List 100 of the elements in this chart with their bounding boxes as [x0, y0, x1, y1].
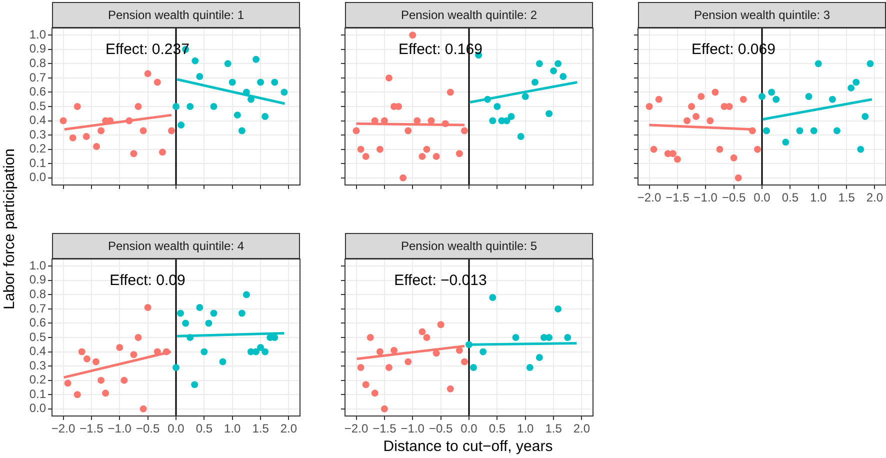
point — [385, 364, 392, 371]
point — [418, 152, 426, 160]
x-tick-label: −2.0 — [637, 190, 662, 205]
point — [517, 132, 524, 140]
point — [423, 334, 430, 341]
point — [494, 103, 501, 110]
point — [560, 73, 567, 80]
point — [262, 112, 269, 120]
point — [432, 350, 440, 357]
x-tick-label: 1.5 — [838, 190, 856, 205]
y-tick-label: 0.1 — [29, 386, 46, 401]
point — [130, 351, 138, 358]
x-tick-label: 2.0 — [573, 422, 590, 436]
x-tick-label: −1.5 — [666, 190, 690, 205]
point — [862, 112, 869, 120]
point — [200, 348, 208, 356]
point — [805, 93, 812, 100]
point — [857, 146, 864, 153]
x-tick-label: 0.0 — [754, 190, 771, 205]
point — [177, 310, 184, 317]
x-tick-label: 0.5 — [196, 422, 213, 436]
point — [172, 103, 180, 110]
y-tick-label: 0.8 — [29, 56, 46, 70]
y-tick-label: 0.2 — [29, 372, 46, 387]
point — [242, 291, 250, 298]
point — [833, 127, 840, 134]
y-tick-label: 0.8 — [29, 286, 46, 301]
point — [404, 358, 412, 366]
point — [271, 78, 278, 86]
x-axis-title: Distance to cut−off, years — [382, 438, 554, 457]
point — [763, 127, 770, 134]
y-tick-label: 0.3 — [29, 358, 46, 372]
point — [144, 70, 152, 78]
point — [390, 346, 398, 354]
point — [655, 96, 662, 103]
chart-title: Pension wealth quintile: 2 — [345, 2, 593, 28]
point — [78, 348, 86, 356]
point — [380, 405, 388, 412]
point — [470, 364, 478, 371]
x-tick-label: −2.0 — [51, 422, 76, 436]
y-tick-label: 0.6 — [29, 316, 46, 330]
point — [74, 103, 81, 110]
x-tick-label: 1.0 — [517, 422, 534, 436]
x-tick-label: 1.0 — [810, 190, 828, 205]
point — [69, 134, 76, 142]
point — [191, 381, 198, 388]
point — [205, 320, 212, 327]
y-tick-label: 0.9 — [29, 42, 46, 56]
y-axis-title: Labor force participation — [1, 148, 19, 312]
point — [186, 103, 194, 110]
point — [526, 364, 534, 371]
point — [456, 150, 463, 158]
point — [418, 328, 426, 336]
x-tick-label: −1.5 — [80, 422, 104, 436]
point — [98, 376, 105, 384]
point — [116, 344, 124, 351]
point — [692, 112, 700, 120]
point — [134, 334, 142, 341]
point — [716, 146, 724, 153]
point — [740, 96, 747, 103]
x-tick-label: −0.5 — [428, 422, 453, 436]
point — [82, 132, 90, 140]
point — [437, 321, 444, 328]
x-tick-label: −1.0 — [108, 422, 132, 436]
point — [706, 117, 714, 124]
point — [698, 93, 705, 100]
point — [646, 103, 653, 110]
point — [489, 294, 496, 302]
x-tick-label: −0.5 — [136, 422, 160, 436]
point — [257, 344, 264, 351]
point — [782, 138, 790, 146]
x-tick-label: −1.0 — [400, 422, 425, 436]
point — [536, 60, 543, 68]
point — [814, 60, 822, 68]
point — [508, 112, 515, 120]
y-tick-label: 1.0 — [29, 258, 46, 272]
point — [395, 103, 402, 110]
point — [531, 78, 538, 86]
point — [120, 376, 128, 384]
point — [554, 60, 562, 68]
point — [428, 117, 435, 124]
point — [357, 364, 364, 371]
x-tick-label: 0.0 — [168, 422, 185, 436]
point — [102, 390, 110, 397]
point — [362, 381, 370, 388]
point — [362, 152, 370, 160]
point — [460, 358, 468, 366]
point — [238, 310, 246, 317]
point — [210, 103, 218, 110]
point — [758, 93, 766, 100]
y-tick-label: 0.3 — [29, 127, 46, 142]
point — [564, 334, 572, 341]
point — [98, 127, 105, 134]
point — [409, 32, 416, 39]
point — [238, 127, 246, 134]
point — [64, 380, 72, 387]
point — [92, 358, 100, 366]
point — [432, 152, 440, 160]
point — [512, 334, 520, 341]
point — [196, 304, 204, 312]
